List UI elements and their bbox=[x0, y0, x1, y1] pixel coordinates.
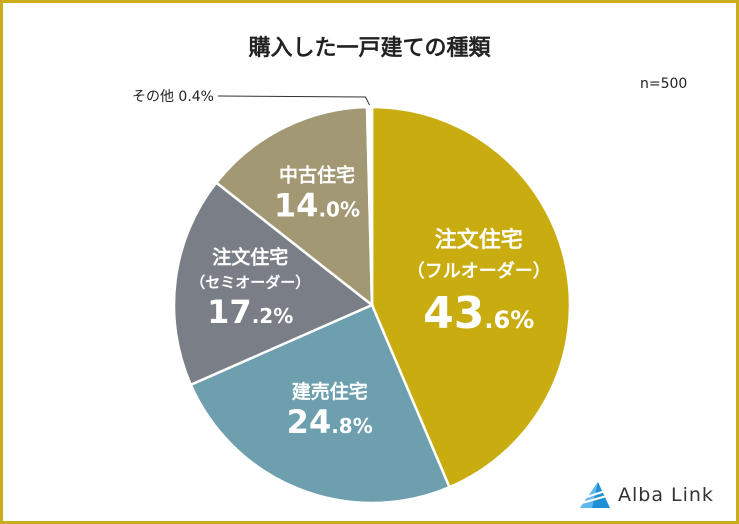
alba-link-logo-icon bbox=[580, 482, 611, 508]
brand-name: Alba Link bbox=[618, 484, 714, 506]
slice-value-label: 24.8% bbox=[287, 403, 373, 441]
brand-logo: Alba Link bbox=[578, 480, 714, 510]
pie-slice bbox=[370, 105, 572, 489]
slice-label: 注文住宅 bbox=[435, 227, 523, 253]
pie-slice bbox=[172, 180, 375, 387]
slice-label: 注文住宅 bbox=[212, 246, 288, 269]
pie-slice bbox=[365, 105, 374, 306]
pie-slice bbox=[189, 303, 452, 505]
sample-size-label: n=500 bbox=[640, 76, 688, 92]
leader-line bbox=[217, 95, 370, 106]
slice-label: （セミオーダー） bbox=[190, 274, 310, 292]
slice-label: 建売住宅 bbox=[292, 380, 368, 403]
slice-value-label: 17.2% bbox=[207, 293, 293, 331]
slice-label: 中古住宅 bbox=[279, 163, 355, 186]
slice-value-label: 43.6% bbox=[423, 288, 534, 339]
chart-title: 購入した一戸建ての種類 bbox=[248, 36, 491, 61]
pie-slice bbox=[214, 105, 374, 308]
slice-label: （フルオーダー） bbox=[407, 260, 551, 282]
slice-value-label: 14.0% bbox=[274, 186, 360, 224]
slice-external-label: その他 0.4% bbox=[132, 89, 214, 105]
